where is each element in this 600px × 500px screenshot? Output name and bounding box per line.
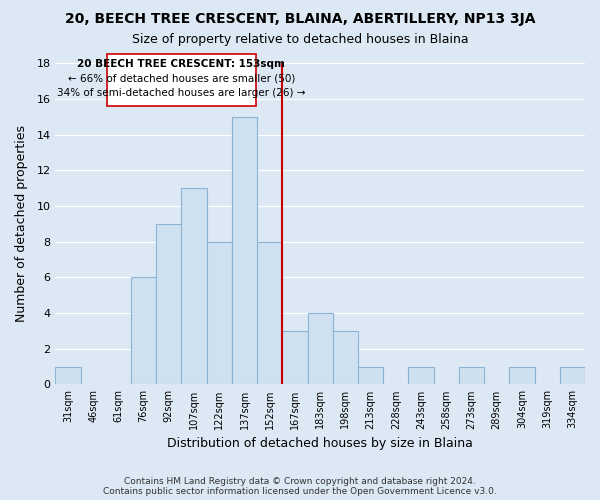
Bar [55,366,80,384]
Y-axis label: Number of detached properties: Number of detached properties [15,126,28,322]
Bar [409,366,434,384]
Bar [181,188,206,384]
Text: 20 BEECH TREE CRESCENT: 153sqm: 20 BEECH TREE CRESCENT: 153sqm [77,60,286,70]
Bar [206,242,232,384]
Bar [131,278,156,384]
Text: 20, BEECH TREE CRESCENT, BLAINA, ABERTILLERY, NP13 3JA: 20, BEECH TREE CRESCENT, BLAINA, ABERTIL… [65,12,535,26]
X-axis label: Distribution of detached houses by size in Blaina: Distribution of detached houses by size … [167,437,473,450]
FancyBboxPatch shape [107,54,256,106]
Bar [459,366,484,384]
Bar [358,366,383,384]
Bar [560,366,585,384]
Text: Contains public sector information licensed under the Open Government Licence v3: Contains public sector information licen… [103,487,497,496]
Bar [156,224,181,384]
Bar [232,116,257,384]
Bar [283,331,308,384]
Text: ← 66% of detached houses are smaller (50): ← 66% of detached houses are smaller (50… [68,74,295,84]
Text: 34% of semi-detached houses are larger (26) →: 34% of semi-detached houses are larger (… [57,88,305,98]
Bar [257,242,283,384]
Text: Contains HM Land Registry data © Crown copyright and database right 2024.: Contains HM Land Registry data © Crown c… [124,477,476,486]
Bar [308,313,333,384]
Bar [333,331,358,384]
Bar [509,366,535,384]
Text: Size of property relative to detached houses in Blaina: Size of property relative to detached ho… [131,32,469,46]
